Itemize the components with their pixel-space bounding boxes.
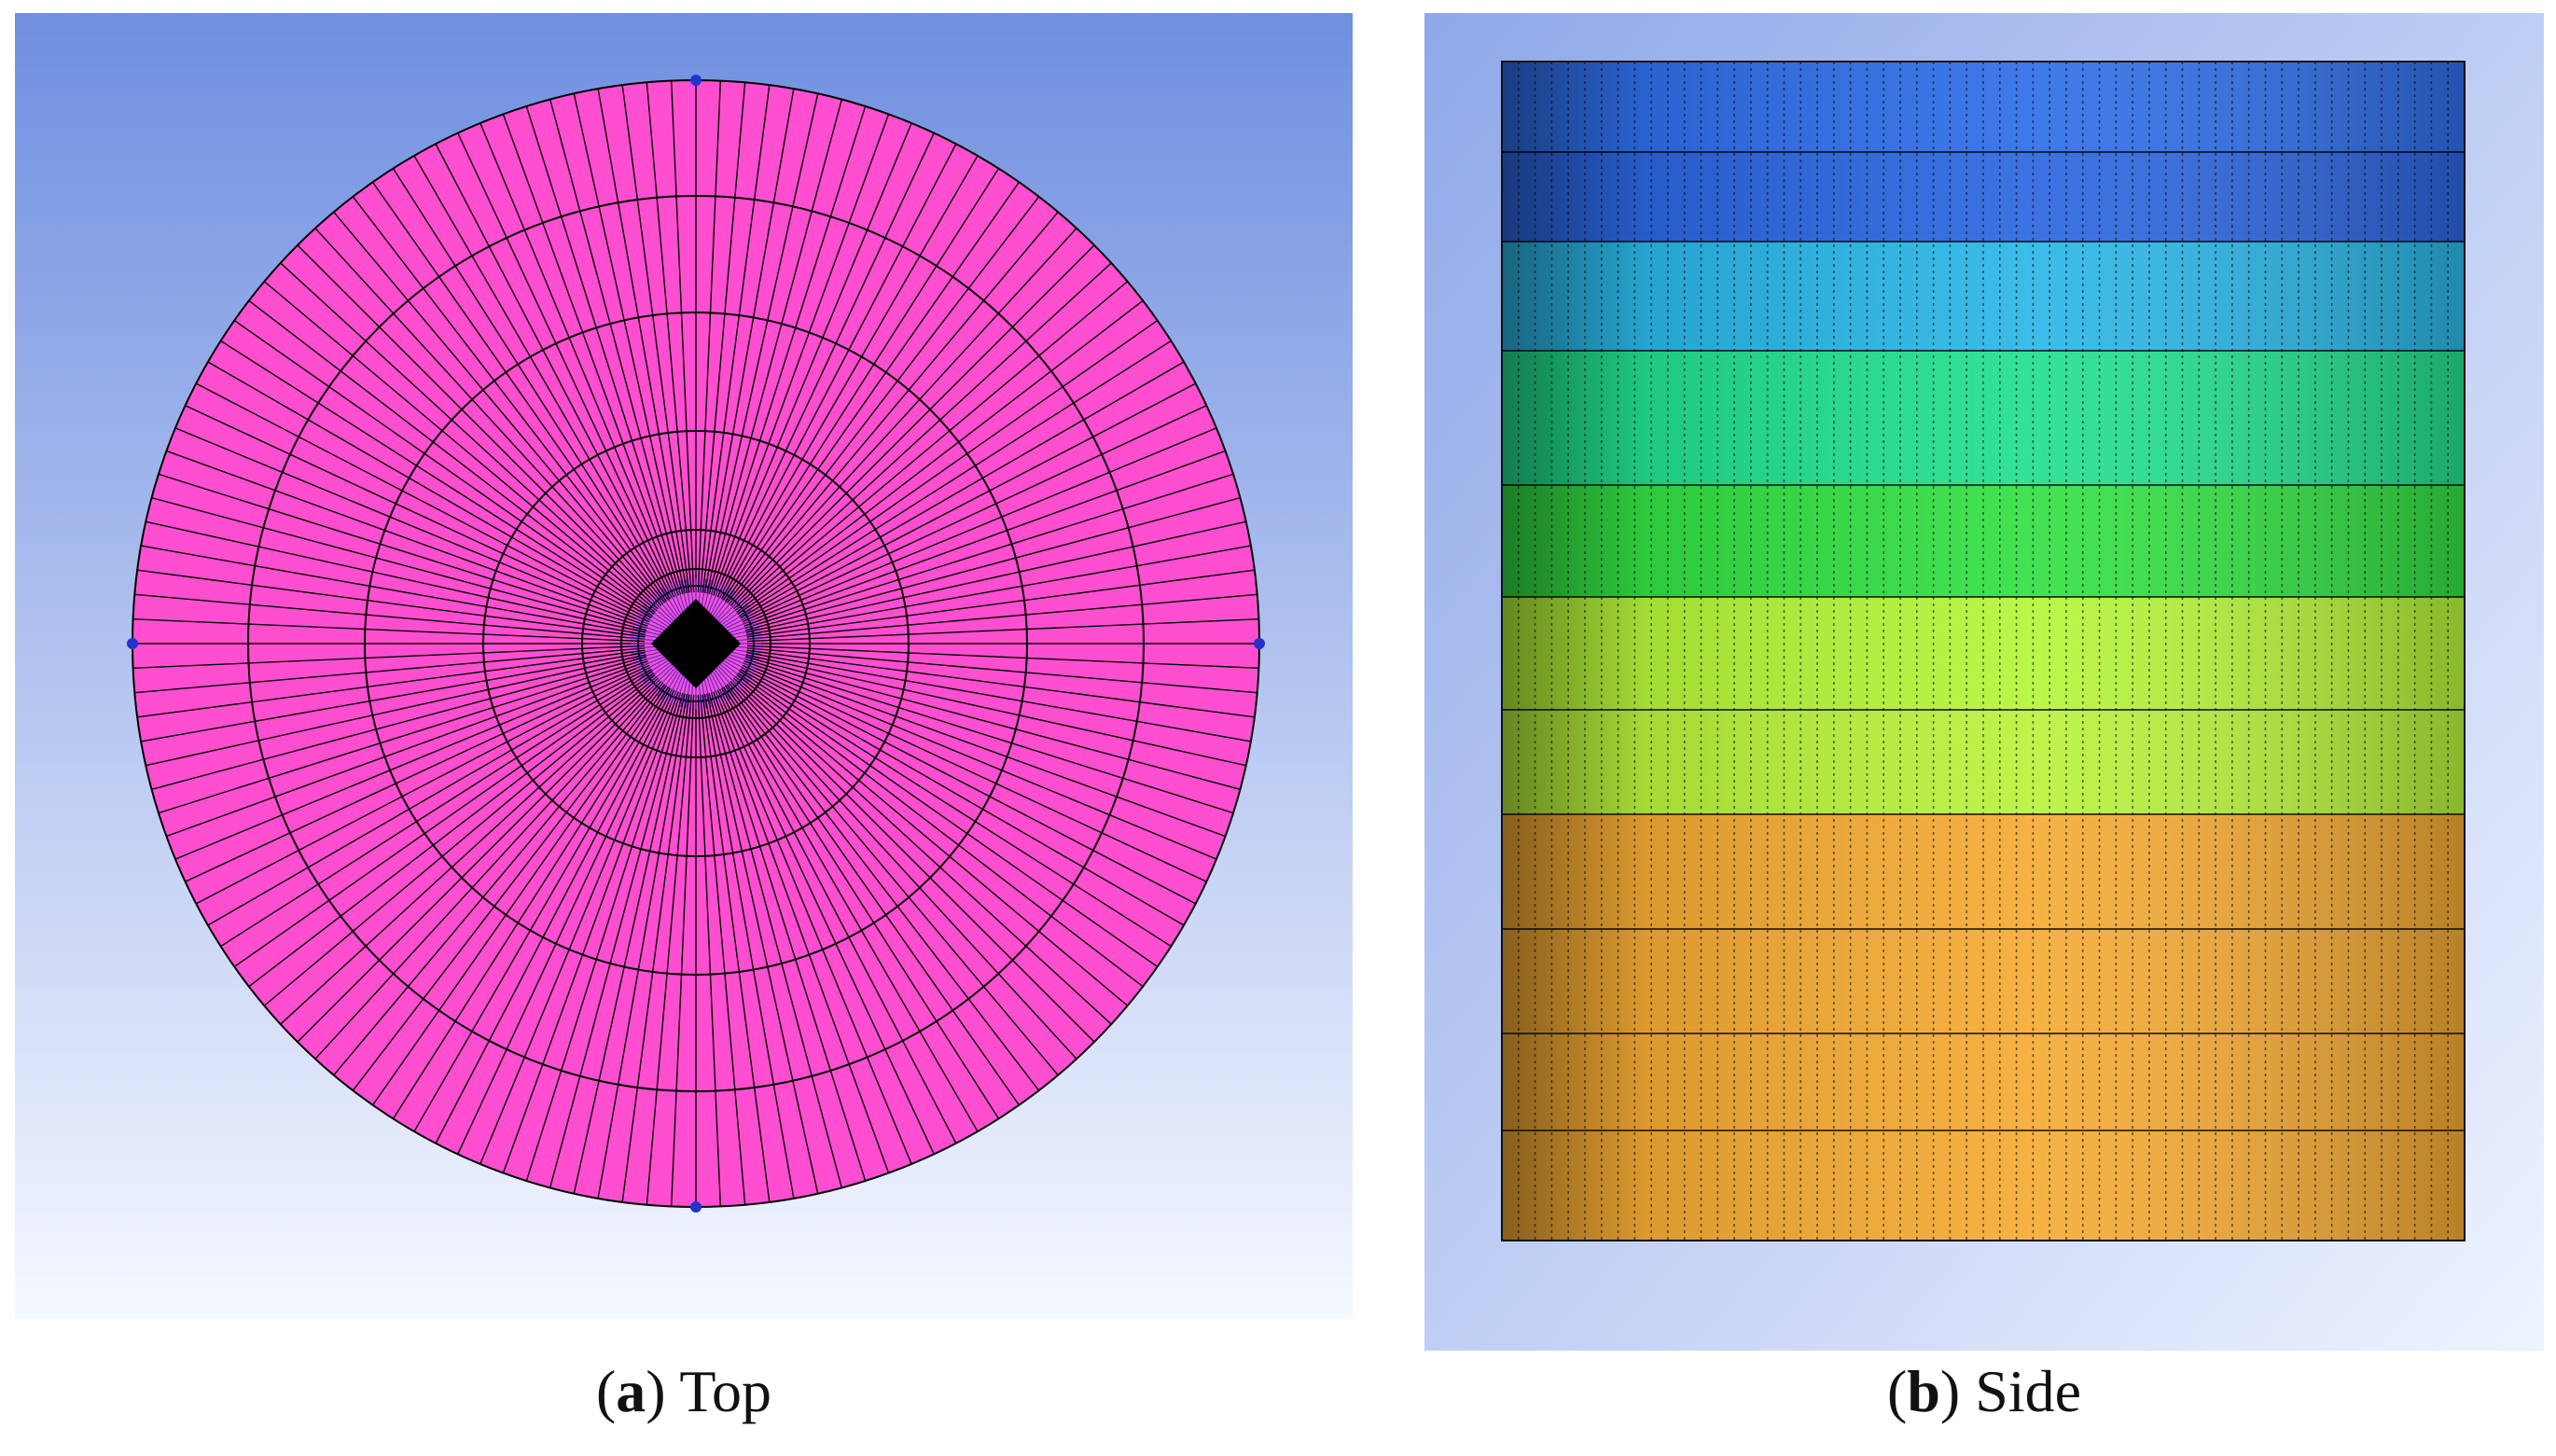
caption-b-text: Side xyxy=(1975,1358,2081,1424)
caption-a-text: Top xyxy=(679,1358,772,1424)
top-view-mesh xyxy=(15,13,1353,1319)
caption-a: (a) Top xyxy=(595,1358,772,1424)
side-view-mesh xyxy=(1424,13,2544,1351)
panel-a-top-view xyxy=(15,13,1353,1319)
caption-b: (b) Side xyxy=(1887,1358,2081,1424)
caption-a-letter: a xyxy=(616,1358,646,1424)
core-diamond xyxy=(651,599,741,688)
caption-b-letter: b xyxy=(1907,1358,1940,1424)
radial-spokes xyxy=(132,80,1259,1207)
mesh-outline xyxy=(1501,61,2466,1241)
boundary-markers xyxy=(127,75,1265,1213)
mesh-core xyxy=(631,578,761,709)
panel-b-side-view xyxy=(1424,13,2544,1351)
concentric-rings xyxy=(247,195,1145,1092)
vertical-grid xyxy=(1501,62,2466,1241)
